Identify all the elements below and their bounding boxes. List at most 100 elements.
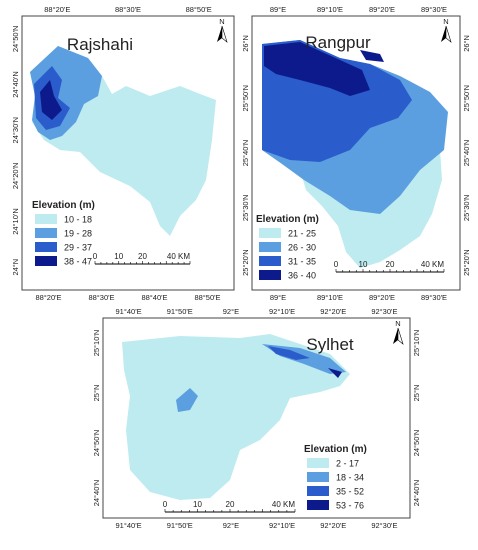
left-tick-label: 24°N <box>11 259 20 276</box>
left-tick-label: 24°30'N <box>11 117 20 144</box>
map-title: Rajshahi <box>67 35 133 54</box>
north-arrow <box>397 327 404 345</box>
legend-label: 19 - 28 <box>64 229 92 239</box>
scale-label: 40 KM <box>421 260 444 269</box>
legend-label: 38 - 47 <box>64 257 92 267</box>
legend-swatch <box>307 500 329 510</box>
legend-title: Elevation (m) <box>256 214 319 225</box>
legend-swatch <box>259 256 281 266</box>
right-tick-label: 24°40'N <box>412 480 421 507</box>
rangpur-map <box>262 40 448 268</box>
left-tick-label: 25°N <box>92 385 101 402</box>
bottom-tick-label: 88°30'E <box>88 293 114 302</box>
legend-swatch <box>35 214 57 224</box>
legend-swatch <box>259 270 281 280</box>
top-tick-label: 89°E <box>270 5 286 14</box>
legend-swatch <box>35 256 57 266</box>
bottom-tick-label: 91°50'E <box>167 521 193 530</box>
north-arrow <box>393 328 398 344</box>
scale-label: 0 <box>93 252 98 261</box>
top-tick-label: 92°E <box>223 307 239 316</box>
region <box>360 50 384 62</box>
sylhet-map <box>122 334 350 500</box>
top-tick-label: 91°40'E <box>116 307 142 316</box>
bottom-tick-label: 92°30'E <box>371 521 397 530</box>
map-title: Sylhet <box>306 335 354 354</box>
legend-swatch <box>307 458 329 468</box>
left-tick-label: 24°50'N <box>11 26 20 53</box>
bottom-tick-label: 89°20'E <box>369 293 395 302</box>
left-tick-label: 25°20'N <box>241 249 250 276</box>
bottom-tick-label: 92°E <box>223 521 239 530</box>
bottom-tick-label: 89°30'E <box>421 293 447 302</box>
top-tick-label: 89°30'E <box>421 5 447 14</box>
left-tick-label: 25°50'N <box>241 85 250 112</box>
scale-label: 0 <box>334 260 339 269</box>
region <box>40 80 62 120</box>
scale-label: 20 <box>226 500 235 509</box>
legend-label: 21 - 25 <box>288 229 316 239</box>
north-arrow <box>445 25 452 43</box>
bottom-tick-label: 88°40'E <box>141 293 167 302</box>
bottom-tick-label: 91°40'E <box>116 521 142 530</box>
top-tick-label: 88°20'E <box>44 5 70 14</box>
north-arrow <box>217 26 222 42</box>
bottom-tick-label: 92°10'E <box>269 521 295 530</box>
legend-label: 35 - 52 <box>336 487 364 497</box>
scale-label: 20 <box>138 252 147 261</box>
left-tick-label: 24°40'N <box>11 71 20 98</box>
right-tick-label: 25°20'N <box>462 249 471 276</box>
scale-label: 10 <box>114 252 123 261</box>
right-tick-label: 25°N <box>412 385 421 402</box>
scale-label: 10 <box>193 500 202 509</box>
left-tick-label: 24°50'N <box>92 430 101 457</box>
legend-swatch <box>35 228 57 238</box>
region <box>328 368 342 378</box>
map-frame <box>21 15 235 291</box>
rajshahi-map <box>30 46 216 236</box>
region <box>264 42 370 96</box>
map-frame <box>251 15 461 291</box>
top-tick-label: 89°20'E <box>369 5 395 14</box>
right-tick-label: 26°N <box>462 35 471 52</box>
region <box>176 388 198 412</box>
left-tick-label: 25°10'N <box>92 330 101 357</box>
left-tick-label: 24°40'N <box>92 480 101 507</box>
legend-label: 53 - 76 <box>336 501 364 511</box>
scale-label: 40 KM <box>272 500 295 509</box>
north-label: N <box>395 319 400 328</box>
legend-label: 26 - 30 <box>288 243 316 253</box>
left-tick-label: 24°20'N <box>11 163 20 190</box>
top-tick-label: 92°10'E <box>269 307 295 316</box>
north-label: N <box>219 17 224 26</box>
left-tick-label: 25°30'N <box>241 195 250 222</box>
region <box>122 334 350 500</box>
scale-label: 10 <box>359 260 368 269</box>
map-title: Rangpur <box>305 33 371 52</box>
bottom-tick-label: 88°50'E <box>194 293 220 302</box>
legend-label: 18 - 34 <box>336 473 364 483</box>
top-tick-label: 88°30'E <box>115 5 141 14</box>
legend-label: 2 - 17 <box>336 459 359 469</box>
legend-title: Elevation (m) <box>32 200 95 211</box>
legend-title: Elevation (m) <box>304 444 367 455</box>
right-tick-label: 25°40'N <box>462 140 471 167</box>
legend-swatch <box>307 472 329 482</box>
north-label: N <box>443 17 448 26</box>
top-tick-label: 92°20'E <box>320 307 346 316</box>
right-tick-label: 25°50'N <box>462 85 471 112</box>
bottom-tick-label: 89°10'E <box>317 293 343 302</box>
scale-label: 0 <box>163 500 168 509</box>
north-arrow <box>221 25 228 43</box>
map-frame <box>102 317 411 519</box>
left-tick-label: 24°10'N <box>11 208 20 235</box>
scale-label: 20 <box>386 260 395 269</box>
legend-swatch <box>307 486 329 496</box>
legend-label: 36 - 40 <box>288 271 316 281</box>
top-tick-label: 91°50'E <box>167 307 193 316</box>
left-tick-label: 25°40'N <box>241 140 250 167</box>
right-tick-label: 25°30'N <box>462 195 471 222</box>
legend-label: 29 - 37 <box>64 243 92 253</box>
region <box>268 346 310 360</box>
